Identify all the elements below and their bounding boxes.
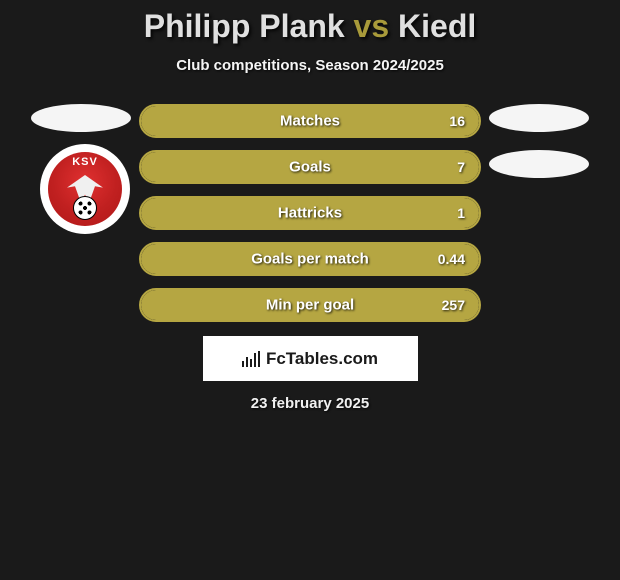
stat-bar: Hattricks1 xyxy=(139,196,481,230)
stat-value-right: 16 xyxy=(449,113,465,129)
subtitle: Club competitions, Season 2024/2025 xyxy=(0,57,620,74)
player1-country-badge xyxy=(31,104,131,132)
comparison-card: Philipp Plank vs Kiedl Club competitions… xyxy=(0,0,620,412)
stat-bar: Matches16 xyxy=(139,104,481,138)
stat-label: Goals xyxy=(141,159,479,176)
date-text: 23 february 2025 xyxy=(0,395,620,412)
stat-value-right: 0.44 xyxy=(438,251,465,267)
stat-value-right: 257 xyxy=(442,297,465,313)
player1-name: Philipp Plank xyxy=(144,8,345,44)
club-abbrev: KSV xyxy=(72,156,98,168)
stat-bar: Goals7 xyxy=(139,150,481,184)
stat-bar: Min per goal257 xyxy=(139,288,481,322)
vs-text: vs xyxy=(354,8,390,44)
chart-bars-icon xyxy=(242,351,260,367)
soccer-ball-icon xyxy=(73,196,97,220)
stat-label: Min per goal xyxy=(141,297,479,314)
stat-value-right: 7 xyxy=(457,159,465,175)
player2-name: Kiedl xyxy=(398,8,476,44)
stat-value-right: 1 xyxy=(457,205,465,221)
stat-label: Matches xyxy=(141,113,479,130)
stat-label: Hattricks xyxy=(141,205,479,222)
stat-bar: Goals per match0.44 xyxy=(139,242,481,276)
stats-bars: Matches16 Goals7 Hattricks1 Goals per match… xyxy=(139,104,481,322)
player2-club-badge xyxy=(489,150,589,178)
branding-banner: FcTables.com xyxy=(203,336,418,381)
player1-club-logo: KSV xyxy=(40,144,130,234)
stat-label: Goals per match xyxy=(141,251,479,268)
branding-text: FcTables.com xyxy=(266,349,378,369)
page-title: Philipp Plank vs Kiedl xyxy=(0,8,620,45)
player2-country-badge xyxy=(489,104,589,132)
